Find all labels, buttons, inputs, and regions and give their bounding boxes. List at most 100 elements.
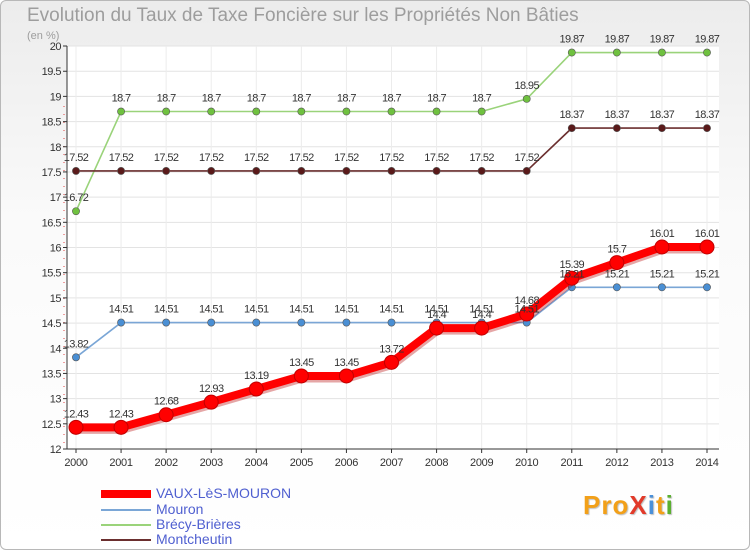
data-point-1	[117, 318, 125, 327]
data-label-2: 18.7	[112, 92, 131, 104]
data-point-3	[477, 167, 486, 175]
data-point-3	[387, 167, 396, 175]
data-label-3: 17.52	[469, 152, 494, 164]
data-point-3	[342, 167, 351, 175]
data-label-2: 18.7	[292, 92, 311, 104]
data-point-0	[68, 419, 84, 435]
data-point-0	[293, 368, 309, 384]
x-tick-label: 2007	[380, 457, 403, 469]
data-label-0: 15.39	[560, 259, 585, 271]
x-tick-label: 2005	[290, 457, 313, 469]
y-tick-label: 17.5	[42, 167, 62, 179]
data-point-2	[612, 48, 621, 57]
data-label-1: 15.21	[695, 268, 720, 280]
data-label-2: 18.95	[514, 80, 539, 92]
data-point-0	[338, 368, 354, 384]
data-point-2	[342, 107, 351, 116]
logo-letter: P	[583, 490, 602, 520]
data-point-0	[699, 239, 715, 255]
data-label-2: 19.87	[695, 34, 720, 46]
y-tick-label: 17	[50, 192, 62, 204]
data-label-0: 12.43	[64, 408, 89, 420]
x-tick-label: 2004	[245, 457, 268, 469]
data-label-1: 14.51	[244, 304, 269, 316]
data-point-2	[432, 107, 441, 116]
data-point-2	[658, 48, 666, 57]
data-label-1: 14.51	[334, 304, 359, 316]
data-label-3: 17.52	[199, 152, 224, 164]
data-label-2: 19.87	[560, 34, 585, 46]
logo-letter: o	[612, 490, 630, 520]
data-point-1	[297, 318, 306, 327]
data-point-1	[72, 353, 80, 362]
data-point-1	[658, 283, 666, 292]
x-tick-label: 2008	[425, 457, 448, 469]
data-point-3	[612, 124, 621, 133]
data-label-2: 19.87	[650, 34, 675, 46]
data-label-0: 13.19	[244, 370, 269, 382]
data-point-2	[72, 207, 80, 216]
data-point-3	[162, 167, 171, 175]
y-unit-label: (en %)	[27, 30, 60, 42]
x-tick-label: 2010	[515, 457, 538, 469]
data-point-2	[522, 94, 531, 103]
data-label-3: 18.37	[560, 109, 585, 121]
data-label-1: 14.51	[109, 304, 134, 316]
data-label-2: 18.7	[382, 92, 401, 104]
data-label-1: 14.51	[469, 304, 494, 316]
y-tick-label: 15.5	[42, 268, 62, 280]
data-point-1	[207, 318, 216, 327]
legend-swatch-vaux	[101, 490, 151, 498]
y-tick-label: 13	[50, 394, 62, 406]
data-label-3: 17.52	[109, 152, 134, 164]
legend-label-mouron: Mouron	[156, 501, 204, 517]
data-point-0	[474, 320, 490, 336]
data-label-0: 16.01	[695, 228, 720, 240]
data-label-0: 13.45	[334, 357, 359, 369]
legend-swatch-mouron	[101, 509, 151, 511]
data-point-3	[567, 124, 576, 133]
data-point-2	[207, 107, 216, 116]
data-point-1	[612, 283, 621, 292]
y-tick-label: 18.5	[42, 117, 62, 129]
data-label-0: 14.4	[472, 309, 491, 321]
data-point-2	[477, 107, 486, 116]
data-label-3: 18.37	[650, 109, 675, 121]
data-label-1: 14.51	[514, 304, 539, 316]
data-point-0	[113, 419, 129, 435]
x-tick-label: 2006	[335, 457, 358, 469]
logo-letter: i	[647, 490, 656, 520]
data-point-1	[252, 318, 261, 327]
data-point-0	[158, 407, 174, 423]
data-label-1: 14.51	[154, 304, 179, 316]
proxiti-logo: ProXiti	[583, 490, 674, 521]
data-label-3: 17.52	[379, 152, 404, 164]
y-tick-label: 16	[50, 243, 62, 255]
data-point-0	[654, 239, 670, 255]
data-label-2: 18.7	[157, 92, 176, 104]
data-label-0: 16.01	[650, 228, 675, 240]
data-point-1	[162, 318, 171, 327]
data-label-3: 17.52	[334, 152, 359, 164]
data-label-3: 17.52	[64, 152, 89, 164]
x-tick-label: 2009	[470, 457, 493, 469]
data-label-0: 14.4	[427, 309, 446, 321]
x-tick-label: 2000	[64, 457, 87, 469]
data-point-0	[609, 255, 625, 271]
data-point-2	[703, 48, 711, 57]
data-label-1: 14.51	[289, 304, 314, 316]
y-tick-label: 18	[50, 142, 62, 154]
data-point-0	[429, 320, 445, 336]
data-point-3	[252, 167, 261, 175]
data-point-2	[117, 107, 125, 116]
data-point-1	[387, 318, 396, 327]
data-label-2: 19.87	[605, 34, 630, 46]
data-label-2: 18.7	[472, 92, 491, 104]
data-point-0	[203, 394, 219, 410]
y-tick-label: 20	[50, 41, 62, 53]
data-label-0: 14.68	[514, 295, 539, 307]
data-label-1: 14.51	[379, 304, 404, 316]
data-label-0: 12.93	[199, 383, 224, 395]
data-label-3: 17.52	[289, 152, 314, 164]
